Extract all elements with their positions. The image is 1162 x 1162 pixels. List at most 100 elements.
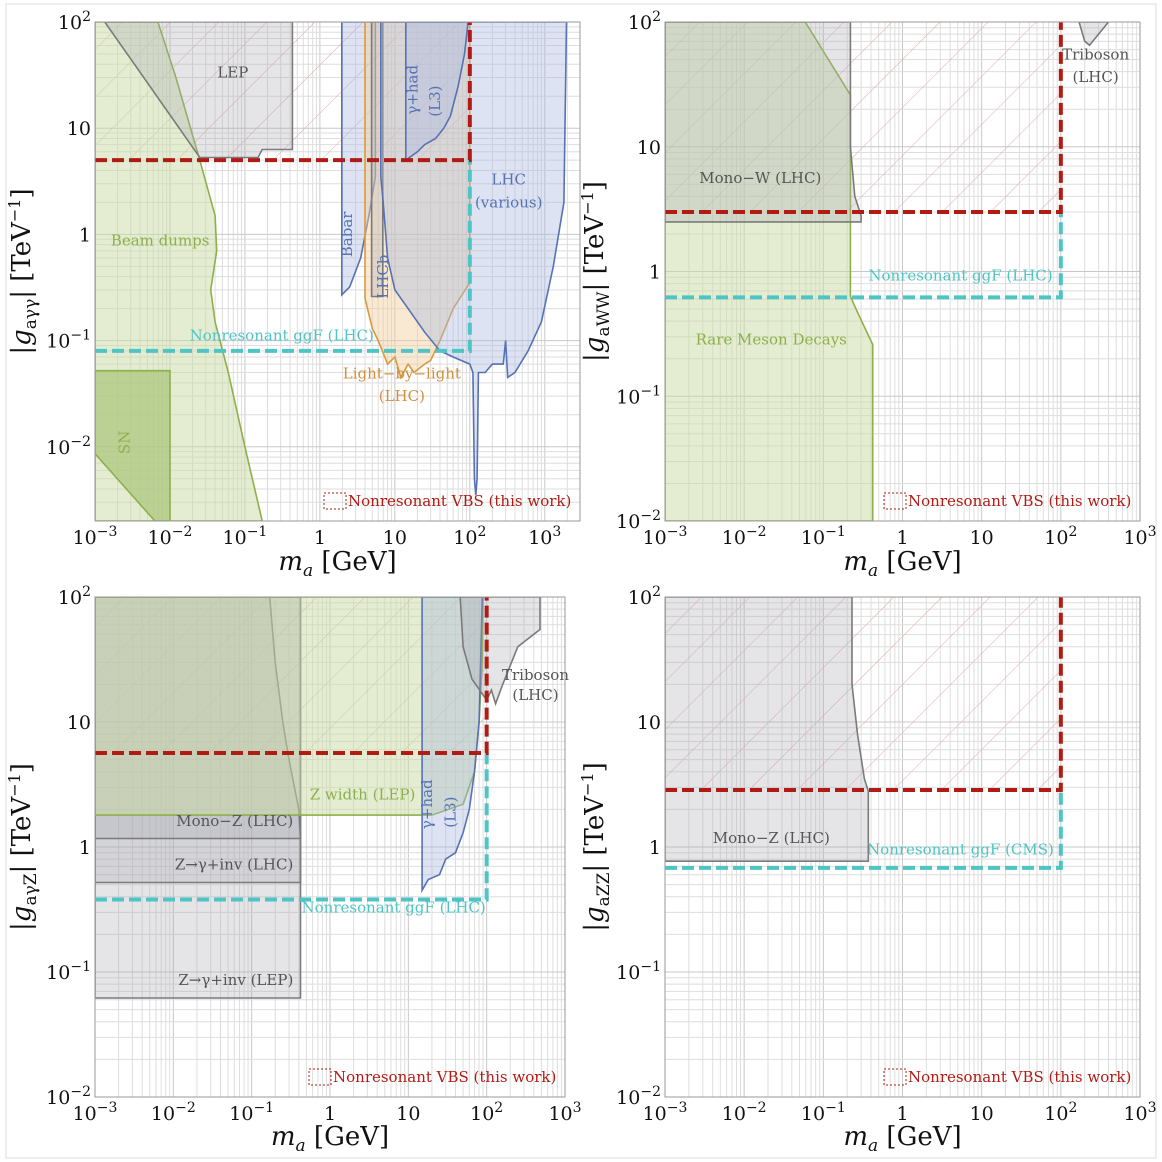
annotation-label: Triboson [1062, 46, 1129, 64]
annotation-label: Mono−Z (LHC) [176, 812, 293, 830]
x-tick-label: 103 [1123, 1100, 1156, 1125]
y-axis-label: |gaγγ| [TeV−1] [5, 188, 41, 354]
annotation-label: Nonresonant ggF (LHC) [302, 898, 486, 916]
x-tick-label: 10−1 [801, 524, 846, 549]
annotation-label: (LHC) [512, 686, 558, 704]
vbs-bound-line [665, 22, 1063, 214]
y-tick-label: 1 [79, 837, 91, 859]
y-tick-label: 10−2 [616, 508, 661, 533]
y-tick-label: 102 [628, 584, 661, 609]
y-tick-label: 10 [67, 118, 91, 140]
annotation-label: Mono−W (LHC) [699, 169, 821, 187]
x-tick-label: 10−1 [801, 1100, 846, 1125]
y-tick-label: 10 [637, 712, 661, 734]
region-rare-meson-decays [665, 22, 874, 521]
annotation-label: γ+had [418, 779, 436, 829]
y-axis-label: |gaWW| [TeV−1] [578, 181, 614, 362]
vbs-hatch [665, 597, 1061, 790]
annotation-label: Nonresonant ggF (LHC) [868, 266, 1052, 284]
y-tick-label: 10−1 [46, 959, 91, 984]
x-tick-label: 10−2 [151, 1100, 196, 1125]
annotation-label: (various) [475, 193, 542, 211]
ggf-bound-line [665, 211, 1063, 300]
y-tick-label: 10−1 [46, 328, 91, 353]
annotation-label: Rare Meson Decays [696, 330, 847, 348]
y-tick-label: 10−1 [616, 383, 661, 408]
x-tick-label: 102 [1044, 1100, 1077, 1125]
region-triboson-lhc- [1078, 22, 1110, 47]
x-tick-label: 10 [970, 527, 994, 549]
annotation-label: Z width (LEP) [310, 785, 416, 803]
y-tick-label: 10−2 [616, 1084, 661, 1109]
legend: Nonresonant VBS (this work) [308, 1068, 556, 1086]
x-tick-label: 10 [396, 1103, 420, 1125]
x-tick-label: 10−3 [643, 1100, 688, 1125]
region-mono-z-lhc- [665, 597, 870, 863]
x-tick-label: 1 [896, 1103, 908, 1125]
x-tick-label: 10−1 [229, 1100, 274, 1125]
x-tick-label: 10 [383, 527, 407, 549]
x-tick-label: 102 [1044, 524, 1077, 549]
annotation-label: (L3) [426, 85, 444, 116]
region--had-l3- [421, 597, 484, 894]
vbs-bound-line [95, 597, 489, 755]
x-tick-label: 103 [548, 1100, 581, 1125]
x-tick-label: 10−3 [73, 524, 118, 549]
legend: Nonresonant VBS (this work) [883, 492, 1131, 510]
annotation-label: Triboson [502, 666, 569, 684]
plot-frame [664, 21, 1141, 522]
x-tick-label: 103 [1123, 524, 1156, 549]
x-tick-label: 10−3 [643, 524, 688, 549]
x-axis-label: ma [GeV] [271, 1122, 389, 1156]
legend-label: Nonresonant VBS (this work) [333, 1068, 556, 1086]
plot-frame [664, 596, 1141, 1098]
plot-area [95, 22, 580, 521]
panel-2: Mono−W (LHC) Triboson (LHC) Nonresonant ggF… [578, 9, 1157, 581]
legend-label: Nonresonant VBS (this work) [908, 492, 1131, 510]
x-tick-label: 10−2 [722, 524, 767, 549]
x-axis-label: ma [GeV] [843, 547, 961, 581]
legend-swatch [308, 1068, 332, 1086]
y-tick-label: 1 [649, 262, 661, 284]
region-lep [103, 22, 294, 159]
plot-area [95, 597, 565, 1097]
x-tick-label: 10−1 [223, 524, 268, 549]
x-tick-label: 102 [470, 1100, 503, 1125]
y-tick-label: 102 [628, 9, 661, 34]
vbs-bound-line [665, 597, 1063, 792]
y-tick-label: 10 [637, 137, 661, 159]
y-tick-label: 102 [58, 9, 91, 34]
region-triboson-lhc- [459, 597, 541, 707]
annotation-label: Babar [338, 211, 356, 258]
region-sn [95, 369, 171, 521]
panel-3: Triboson (LHC) Z width (LEP) Mono−Z (LHC) Z→… [5, 584, 582, 1156]
x-axis-label: ma [GeV] [843, 1122, 961, 1156]
annotation-label: Nonresonant ggF (CMS) [867, 841, 1054, 859]
annotation-label: γ+had [403, 65, 421, 115]
legend-label: Nonresonant VBS (this work) [908, 1068, 1131, 1086]
ggf-bound-line [665, 789, 1063, 870]
vbs-bound-line [95, 22, 472, 163]
plot-area [665, 22, 1140, 521]
region-lhc-various- [379, 22, 568, 496]
region-mono-w-lhc- [665, 22, 862, 223]
annotation-label: Nonresonant ggF (LHC) [190, 327, 374, 345]
annotation-label: (LHC) [379, 387, 425, 405]
plot-frame [94, 596, 566, 1098]
ggf-bound-line [95, 752, 489, 902]
x-tick-label: 1 [324, 1103, 336, 1125]
panel-1: LEP Beam dumps SN Babar LHCb γ+had (L3) LHC (var… [5, 9, 581, 581]
y-axis-label: |gaZZ| [TeV−1] [578, 762, 614, 932]
legend-swatch [883, 1068, 907, 1086]
y-tick-label: 10−2 [46, 434, 91, 459]
annotation-label: SN [116, 431, 134, 454]
annotation-label: LHC [491, 170, 526, 188]
annotation-label: Light−by−light [343, 364, 461, 382]
y-axis-label: |gaγZ| [TeV−1] [5, 763, 41, 931]
legend: Nonresonant VBS (this work) [883, 1068, 1131, 1086]
annotation-label: (LHC) [1072, 68, 1118, 86]
annotation-label: Z→γ+inv (LHC) [175, 856, 293, 874]
x-tick-label: 1 [896, 527, 908, 549]
legend-label: Nonresonant VBS (this work) [348, 492, 571, 510]
